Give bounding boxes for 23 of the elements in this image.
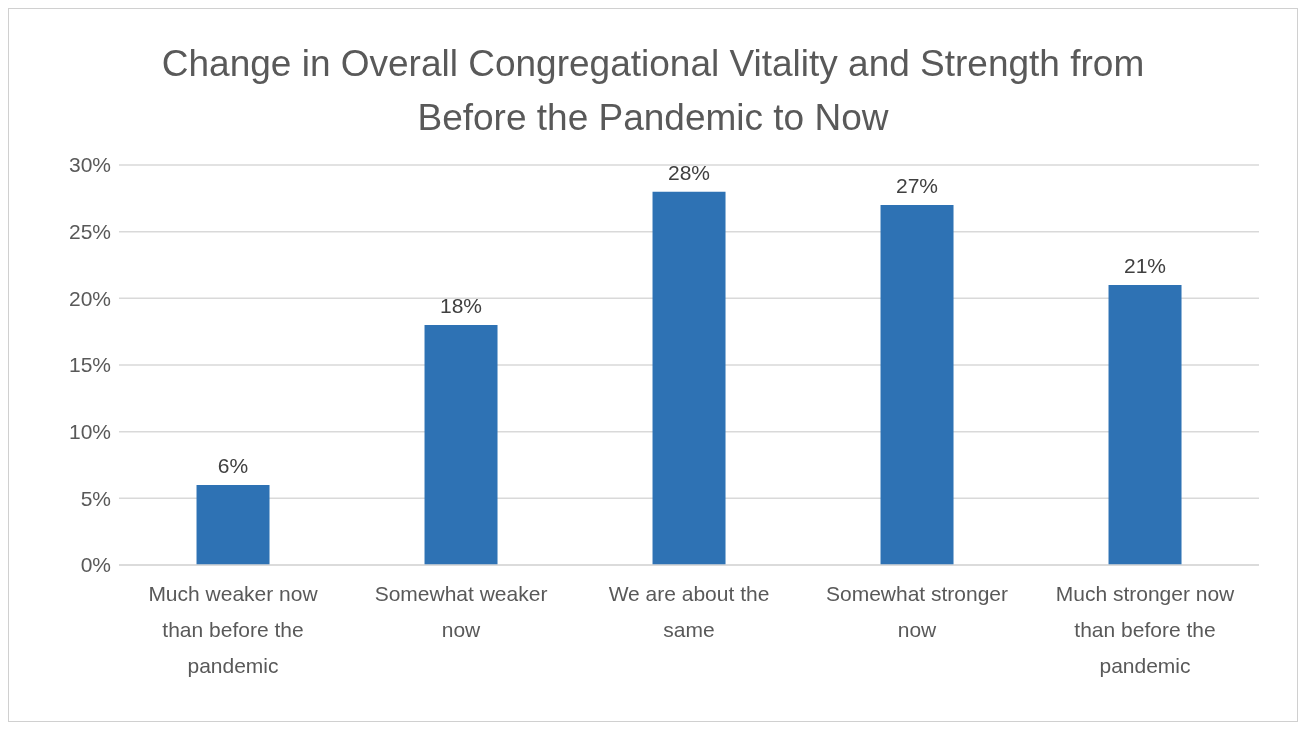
y-tick-label: 25%: [68, 220, 111, 244]
bar: [880, 205, 954, 565]
data-label: 6%: [217, 454, 249, 477]
data-label: 21%: [1124, 254, 1167, 277]
data-label: 27%: [896, 174, 939, 197]
data-label: 18%: [440, 294, 483, 317]
y-tick-label: 5%: [80, 486, 111, 510]
x-tick-label: Much weaker now than before the pandemic: [148, 582, 319, 677]
data-label: 28%: [668, 160, 711, 184]
x-tick-label: Somewhat weaker now: [374, 582, 548, 641]
bar: [1108, 285, 1182, 565]
bar: [196, 485, 270, 565]
y-tick-label: 30%: [68, 153, 111, 177]
bar: [424, 325, 498, 565]
bar: [652, 191, 726, 565]
x-tick-label: Much stronger now than before the pandemic: [1055, 582, 1236, 677]
y-tick-label: 0%: [80, 553, 111, 577]
x-tick-label: Somewhat stronger now: [825, 582, 1009, 641]
chart-title: Change in Overall Congregational Vitality and Strength from Before the Pandemic to Now: [160, 42, 1146, 140]
y-tick-label: 15%: [68, 353, 111, 377]
y-tick-label: 10%: [68, 420, 111, 444]
x-tick-label: We are about the same: [608, 582, 770, 641]
y-tick-label: 20%: [68, 286, 111, 310]
